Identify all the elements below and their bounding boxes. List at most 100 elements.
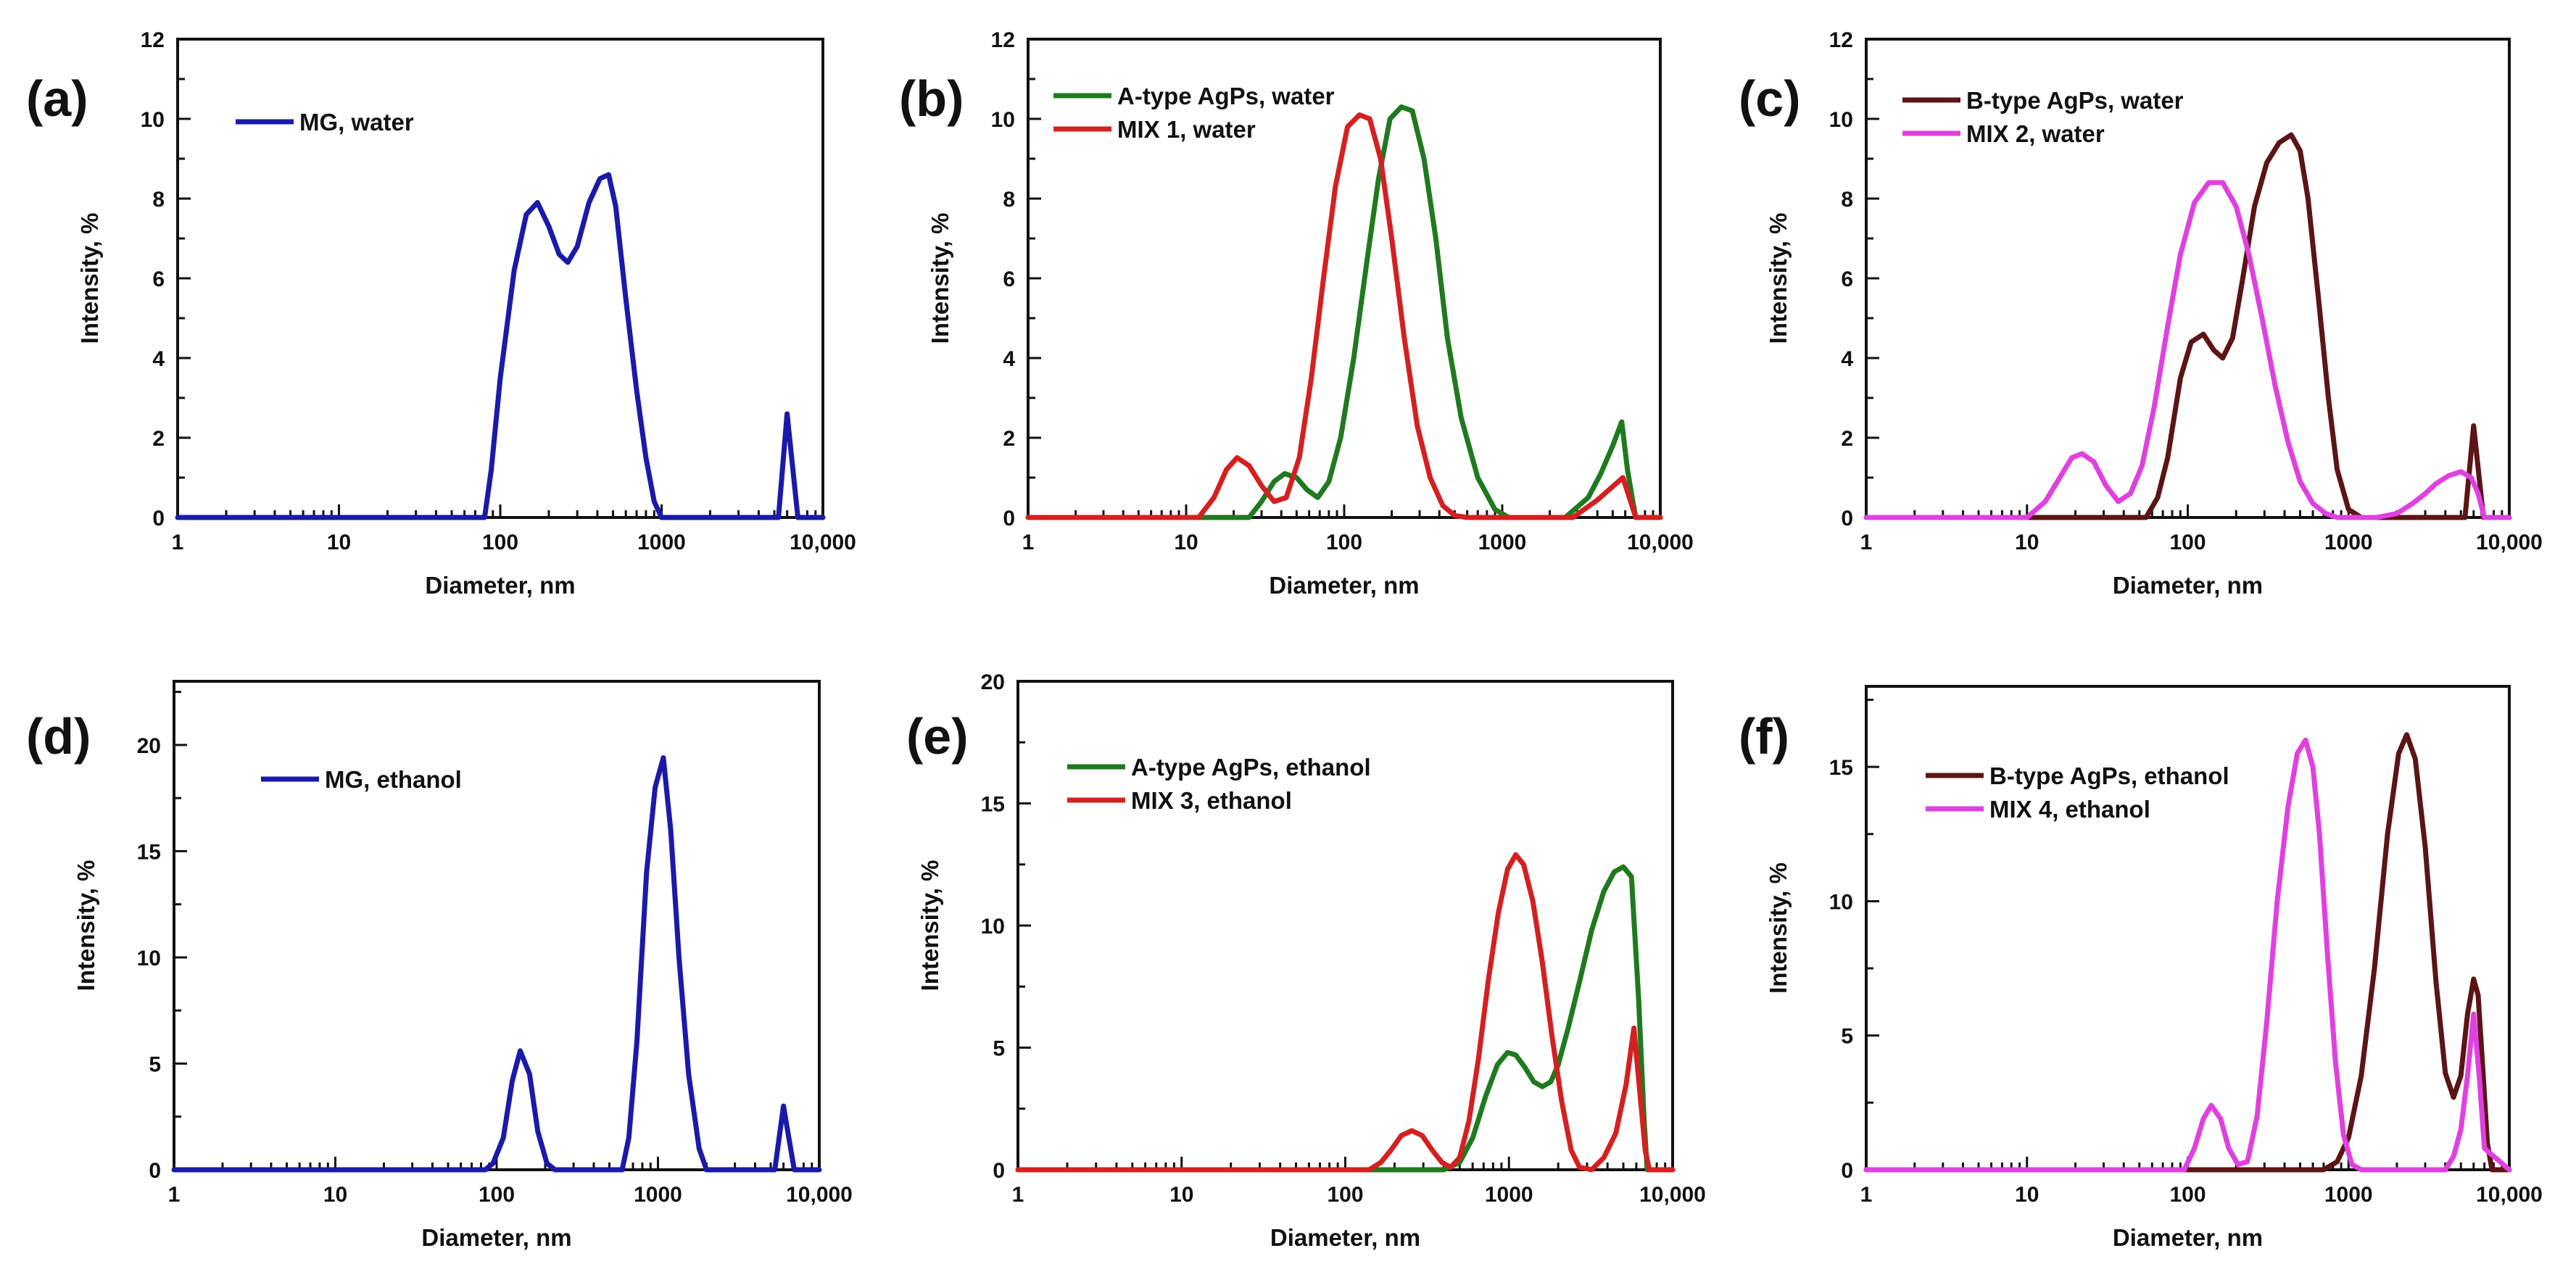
y-tick-label: 8 xyxy=(1841,188,1853,212)
x-tick-label: 100 xyxy=(479,1183,515,1207)
x-tick-label: 10 xyxy=(327,531,351,554)
x-axis-title: Diameter, nm xyxy=(1269,572,1419,599)
panel-label: (d) xyxy=(26,708,91,765)
plot-frame xyxy=(173,680,821,1171)
legend-entry: MIX 3, ethanol xyxy=(1131,787,1292,814)
x-axis-title: Diameter, nm xyxy=(1270,1224,1420,1251)
chart-panel-c: 1 10 100 1000 10,000 0 2 4 6 8 10 12 Diameter, nm Int… xyxy=(1739,28,2543,599)
legend-entry: A-type AgPs, water xyxy=(1117,83,1335,109)
y-axis-title: Intensity, % xyxy=(76,213,103,344)
series-line-2 xyxy=(1863,180,2512,520)
y-tick-label: 15 xyxy=(137,840,161,864)
x-tick-label: 1000 xyxy=(2324,1183,2373,1207)
y-tick-label: 15 xyxy=(981,793,1005,817)
x-tick-label: 10,000 xyxy=(1627,531,1694,554)
series-line-2 xyxy=(1025,112,1663,520)
y-tick-label: 0 xyxy=(152,507,165,531)
x-tick-label: 1 xyxy=(1860,531,1873,554)
x-tick-label: 10,000 xyxy=(1639,1183,1706,1207)
y-axis-title: Intensity, % xyxy=(73,860,99,991)
x-axis-title: Diameter, nm xyxy=(421,1224,571,1251)
series-line-1 xyxy=(1015,864,1676,1173)
y-tick-label: 20 xyxy=(981,670,1005,694)
x-tick-label: 1000 xyxy=(1485,1183,1533,1207)
y-tick-label: 6 xyxy=(152,267,165,291)
legend-entry: A-type AgPs, ethanol xyxy=(1131,754,1371,781)
chart-panel-a: 1 10 100 1000 10,000 0 2 4 6 8 10 12 Diameter, nm Int… xyxy=(26,28,856,599)
y-tick-label: 10 xyxy=(1829,890,1853,914)
series-line-2 xyxy=(1015,852,1676,1173)
y-tick-label: 0 xyxy=(1841,507,1853,531)
legend-entry: MIX 2, water xyxy=(1966,120,2105,147)
series-line-2 xyxy=(1863,737,2512,1173)
y-axis-title: Intensity, % xyxy=(1765,862,1792,994)
x-axis-title: Diameter, nm xyxy=(2113,572,2263,599)
y-tick-label: 12 xyxy=(1829,28,1853,52)
plot-frame xyxy=(1027,38,1662,519)
panel-label: (a) xyxy=(26,70,88,127)
legend-entry: B-type AgPs, ethanol xyxy=(1989,762,2229,789)
panel-label: (c) xyxy=(1739,70,1801,127)
series-line-1 xyxy=(1863,132,2512,520)
x-tick-label: 1 xyxy=(1022,531,1035,554)
y-tick-label: 12 xyxy=(141,28,165,52)
x-tick-label: 10 xyxy=(1169,1183,1193,1207)
x-tick-label: 100 xyxy=(482,531,518,554)
y-tick-label: 10 xyxy=(981,915,1005,939)
y-tick-label: 4 xyxy=(152,347,165,371)
y-axis-title: Intensity, % xyxy=(1765,213,1792,344)
x-tick-label: 10,000 xyxy=(786,1183,853,1207)
y-tick-label: 15 xyxy=(1829,756,1853,780)
y-tick-label: 0 xyxy=(993,1159,1005,1183)
y-axis-title: Intensity, % xyxy=(916,860,943,991)
y-tick-label: 10 xyxy=(141,108,165,132)
plot-frame xyxy=(1865,38,2511,519)
y-tick-label: 6 xyxy=(1841,267,1853,291)
x-tick-label: 10 xyxy=(1174,531,1198,554)
series-line-1 xyxy=(1025,104,1663,520)
panel-label: (b) xyxy=(899,70,964,127)
x-tick-label: 1 xyxy=(168,1183,181,1207)
y-tick-label: 0 xyxy=(1841,1159,1853,1183)
y-tick-label: 4 xyxy=(1003,347,1015,371)
y-tick-label: 2 xyxy=(1841,427,1853,451)
y-tick-label: 5 xyxy=(149,1052,161,1076)
x-tick-label: 100 xyxy=(1327,1183,1363,1207)
series-line-1 xyxy=(1863,732,2512,1173)
x-tick-label: 1000 xyxy=(634,1183,682,1207)
x-tick-label: 1000 xyxy=(637,531,686,554)
y-tick-label: 4 xyxy=(1841,347,1853,371)
chart-panel-b: 1 10 100 1000 10,000 0 2 4 6 8 10 12 Diameter, nm Int… xyxy=(899,28,1694,599)
series-line-1 xyxy=(175,172,826,520)
legend-entry: MG, water xyxy=(299,109,414,136)
x-tick-label: 1000 xyxy=(2324,531,2373,554)
chart-panel-e: 1 10 100 1000 10,000 0 5 10 15 20 Diameter, nm Inte… xyxy=(906,670,1706,1251)
y-tick-label: 5 xyxy=(993,1037,1005,1061)
plot-frame xyxy=(176,38,824,519)
x-tick-label: 1000 xyxy=(1478,531,1527,554)
legend-entry: MIX 4, ethanol xyxy=(1989,796,2150,823)
y-tick-label: 8 xyxy=(1003,188,1015,212)
y-tick-label: 2 xyxy=(1003,427,1015,451)
y-tick-label: 6 xyxy=(1003,267,1015,291)
x-tick-label: 10,000 xyxy=(790,531,856,554)
y-tick-label: 10 xyxy=(1829,108,1853,132)
y-tick-label: 8 xyxy=(152,188,165,212)
y-tick-label: 10 xyxy=(137,947,161,970)
legend-entry: MG, ethanol xyxy=(325,766,462,793)
panel-label: (e) xyxy=(906,708,969,765)
x-tick-label: 100 xyxy=(1326,531,1362,554)
x-axis-title: Diameter, nm xyxy=(425,572,575,599)
y-axis-title: Intensity, % xyxy=(927,213,953,344)
x-tick-label: 1 xyxy=(172,531,184,554)
series-line-1 xyxy=(171,755,822,1173)
legend-entry: MIX 1, water xyxy=(1117,116,1256,143)
x-tick-label: 10 xyxy=(2015,531,2039,554)
y-tick-label: 12 xyxy=(991,28,1015,52)
y-tick-label: 10 xyxy=(991,108,1015,132)
x-tick-label: 10 xyxy=(323,1183,347,1207)
x-tick-label: 10,000 xyxy=(2476,531,2543,554)
x-tick-label: 1 xyxy=(1012,1183,1024,1207)
y-tick-label: 2 xyxy=(152,427,165,451)
